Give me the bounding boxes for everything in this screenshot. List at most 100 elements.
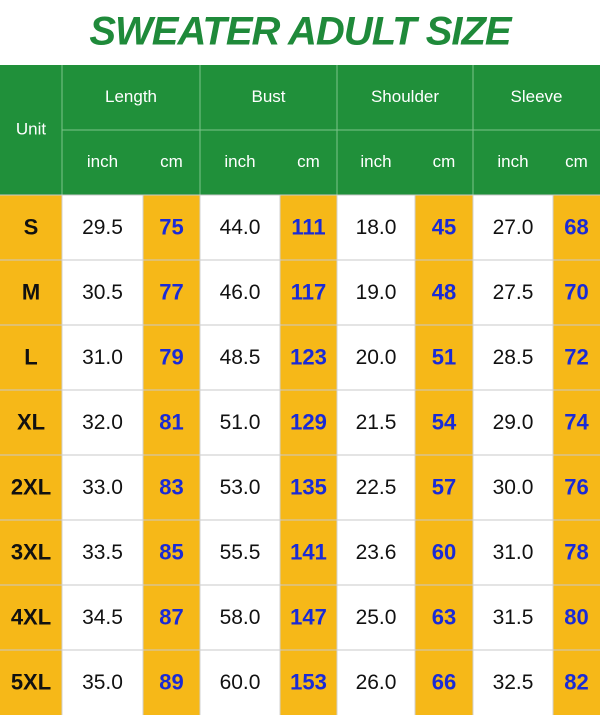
title: SWEATER ADULT SIZE	[89, 10, 513, 54]
cm-cell: 81	[159, 409, 183, 434]
cell-bg	[200, 585, 280, 650]
inch-cell: 51.0	[220, 411, 261, 434]
group-header: Length	[105, 87, 157, 106]
cell-bg	[337, 325, 415, 390]
cell-bg	[280, 650, 337, 715]
cell-bg	[143, 195, 200, 260]
sub-header: inch	[497, 152, 528, 171]
cell-bg	[0, 325, 62, 390]
inch-cell: 25.0	[356, 606, 397, 629]
cell-bg	[415, 650, 473, 715]
cm-cell: 78	[564, 539, 588, 564]
unit-cell: L	[24, 344, 37, 369]
unit-cell: M	[22, 279, 40, 304]
cell-bg	[280, 390, 337, 455]
cm-cell: 72	[564, 344, 588, 369]
cell-bg	[200, 195, 280, 260]
cell-bg	[415, 520, 473, 585]
cell-bg	[280, 455, 337, 520]
cell-bg	[280, 520, 337, 585]
cell-bg	[143, 325, 200, 390]
cell-bg	[0, 585, 62, 650]
inch-cell: 33.0	[82, 476, 123, 499]
cell-bg	[473, 260, 553, 325]
cm-cell: 45	[432, 214, 456, 239]
cm-cell: 82	[564, 669, 588, 694]
cell-bg	[473, 325, 553, 390]
unit-cell: 5XL	[11, 669, 51, 694]
cm-cell: 79	[159, 344, 183, 369]
cell-bg	[62, 520, 143, 585]
cm-cell: 48	[432, 279, 456, 304]
cell-bg	[0, 390, 62, 455]
cell-bg	[62, 195, 143, 260]
group-header: Shoulder	[371, 87, 439, 106]
cell-bg	[62, 585, 143, 650]
cell-bg	[337, 650, 415, 715]
cm-cell: 68	[564, 214, 588, 239]
unit-cell: 2XL	[11, 474, 51, 499]
cell-bg	[553, 325, 600, 390]
sub-header: inch	[87, 152, 118, 171]
inch-cell: 48.5	[220, 346, 261, 369]
cm-cell: 63	[432, 604, 456, 629]
inch-cell: 30.5	[82, 281, 123, 304]
cm-cell: 77	[159, 279, 183, 304]
cm-cell: 117	[291, 279, 327, 304]
cell-bg	[473, 390, 553, 455]
cm-cell: 135	[290, 474, 327, 499]
inch-cell: 29.0	[493, 411, 534, 434]
cell-bg	[200, 520, 280, 585]
unit-header: Unit	[16, 119, 47, 138]
cell-bg	[473, 195, 553, 260]
cell-bg	[337, 195, 415, 260]
cell-bg	[62, 455, 143, 520]
sub-header: cm	[160, 152, 183, 171]
cell-bg	[553, 195, 600, 260]
inch-cell: 58.0	[220, 606, 261, 629]
cell-bg	[143, 455, 200, 520]
cell-bg	[0, 650, 62, 715]
inch-cell: 29.5	[82, 216, 123, 239]
cm-cell: 153	[290, 669, 327, 694]
cell-bg	[337, 390, 415, 455]
inch-cell: 55.5	[220, 541, 261, 564]
cell-bg	[200, 650, 280, 715]
cell-bg	[62, 325, 143, 390]
unit-cell: 3XL	[11, 539, 51, 564]
cm-cell: 123	[290, 344, 327, 369]
cm-cell: 54	[432, 409, 457, 434]
cm-cell: 70	[564, 279, 588, 304]
cm-cell: 51	[432, 344, 456, 369]
cell-bg	[143, 260, 200, 325]
inch-cell: 31.0	[493, 541, 534, 564]
group-header: Sleeve	[511, 87, 563, 106]
cell-bg	[553, 260, 600, 325]
cell-bg	[280, 585, 337, 650]
cm-cell: 85	[159, 539, 183, 564]
cm-cell: 75	[159, 214, 183, 239]
inch-cell: 44.0	[220, 216, 261, 239]
cell-bg	[143, 520, 200, 585]
cell-bg	[415, 260, 473, 325]
cell-bg	[200, 390, 280, 455]
cm-cell: 83	[159, 474, 183, 499]
cell-bg	[337, 260, 415, 325]
inch-cell: 28.5	[493, 346, 534, 369]
cell-bg	[553, 390, 600, 455]
cell-bg	[553, 650, 600, 715]
cm-cell: 147	[290, 604, 327, 629]
cm-cell: 80	[564, 604, 588, 629]
sub-header: inch	[224, 152, 255, 171]
inch-cell: 18.0	[356, 216, 397, 239]
inch-cell: 32.5	[493, 671, 534, 694]
cell-bg	[200, 325, 280, 390]
cell-bg	[0, 520, 62, 585]
inch-cell: 35.0	[82, 671, 123, 694]
cell-bg	[280, 195, 337, 260]
cell-bg	[62, 260, 143, 325]
inch-cell: 34.5	[82, 606, 123, 629]
inch-cell: 22.5	[356, 476, 397, 499]
cell-bg	[200, 260, 280, 325]
